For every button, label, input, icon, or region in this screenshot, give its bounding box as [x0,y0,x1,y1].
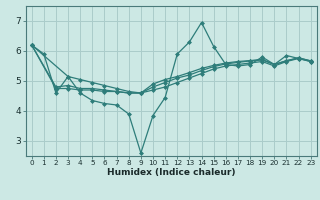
X-axis label: Humidex (Indice chaleur): Humidex (Indice chaleur) [107,168,236,177]
